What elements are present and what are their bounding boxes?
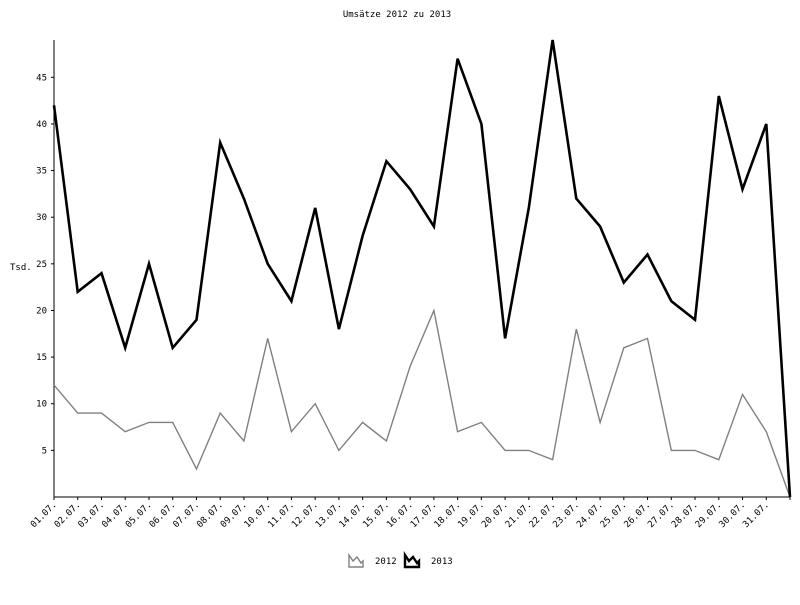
x-ticks: 01.07.02.07.03.07.04.07.05.07.06.07.07.0… <box>29 497 791 530</box>
axes <box>53 40 790 498</box>
legend-item-2013: 2013 <box>403 551 453 569</box>
y-ticks: 5 10 15 20 25 30 35 40 45 <box>36 73 54 456</box>
chart-title: Umsätze 2012 zu 2013 <box>343 10 451 20</box>
y-tick-label: 20 <box>36 306 47 316</box>
series-line-2012 <box>53 308 791 498</box>
series-line-2013 <box>52 39 792 498</box>
x-tick-label: 31.07. <box>741 500 771 530</box>
y-tick-label: 5 <box>42 446 47 456</box>
y-tick-label: 40 <box>36 120 47 130</box>
y-tick-label: 30 <box>36 213 47 223</box>
y-tick-label: 35 <box>36 167 47 177</box>
legend: 2012 2013 <box>348 551 453 569</box>
legend-swatch-icon <box>403 551 421 569</box>
legend-label: 2013 <box>431 557 453 567</box>
y-tick-label: 10 <box>36 400 47 410</box>
y-tick-label: 45 <box>36 73 47 83</box>
series-lines <box>52 39 792 498</box>
y-axis-label: Tsd. <box>10 263 32 273</box>
legend-swatch-icon <box>348 552 364 568</box>
y-tick-label: 15 <box>36 353 47 363</box>
legend-item-2012: 2012 <box>348 552 397 568</box>
legend-label: 2012 <box>375 557 397 567</box>
y-tick-label: 25 <box>36 260 47 270</box>
